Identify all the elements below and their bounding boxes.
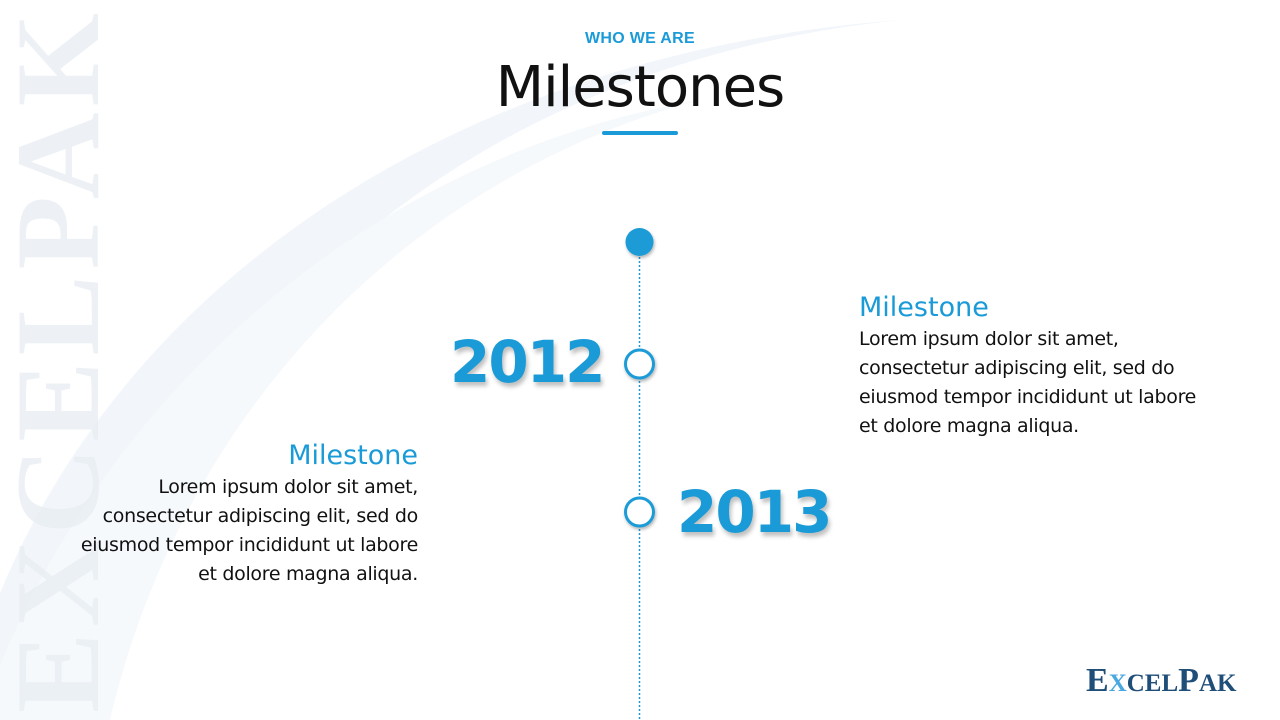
milestone-2012: Milestone Lorem ipsum dolor sit amet, co… <box>859 291 1219 441</box>
milestone-title: Milestone <box>288 440 418 471</box>
milestone-2013: Milestone Lorem ipsum dolor sit amet, co… <box>58 439 418 589</box>
year-label-2012: 2012 <box>450 328 605 396</box>
section-eyebrow: WHO WE ARE <box>585 30 695 47</box>
timeline-start-dot <box>625 228 654 256</box>
node-2013 <box>624 496 655 528</box>
milestone-title: Milestone <box>859 292 989 323</box>
year-label-2013: 2013 <box>677 478 832 546</box>
milestone-body: Lorem ipsum dolor sit amet, consectetur … <box>859 328 1197 437</box>
milestone-body: Lorem ipsum dolor sit amet, consectetur … <box>80 476 418 585</box>
excelpak-logo: EXCELPAK <box>1086 662 1237 699</box>
title-underline <box>602 131 678 135</box>
node-2012 <box>624 348 655 380</box>
page-title: Milestones <box>495 55 785 120</box>
